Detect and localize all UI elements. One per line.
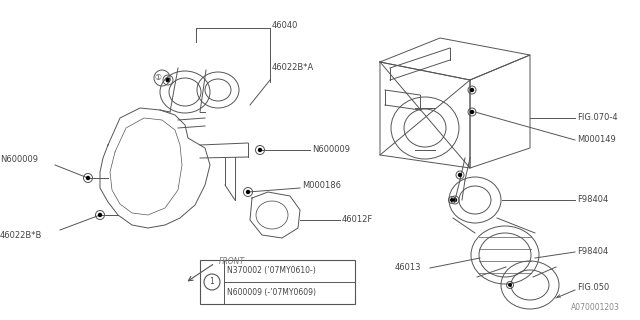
Text: 46022B*A: 46022B*A xyxy=(272,63,314,73)
Circle shape xyxy=(451,199,453,201)
Text: 1: 1 xyxy=(210,277,214,286)
Circle shape xyxy=(86,177,90,180)
Text: 46012F: 46012F xyxy=(342,215,373,225)
Text: N600009: N600009 xyxy=(312,146,350,155)
Bar xyxy=(200,260,355,304)
Text: N600009 (-’07MY0609): N600009 (-’07MY0609) xyxy=(227,289,316,298)
Text: M000149: M000149 xyxy=(577,135,616,145)
Text: ①: ① xyxy=(155,74,161,83)
Text: N600009: N600009 xyxy=(0,156,38,164)
Circle shape xyxy=(458,173,461,177)
Circle shape xyxy=(470,110,474,114)
Text: FIG.050: FIG.050 xyxy=(577,284,609,292)
Circle shape xyxy=(166,78,170,82)
Text: 46040: 46040 xyxy=(272,21,298,30)
Text: F98404: F98404 xyxy=(577,196,608,204)
Text: 46013: 46013 xyxy=(395,263,422,273)
Text: 46022B*B: 46022B*B xyxy=(0,230,42,239)
Circle shape xyxy=(259,148,262,151)
Text: N370002 (’07MY0610-): N370002 (’07MY0610-) xyxy=(227,267,316,276)
Circle shape xyxy=(509,284,511,286)
Text: FIG.070-4: FIG.070-4 xyxy=(577,114,618,123)
Text: FRONT: FRONT xyxy=(219,258,245,267)
Circle shape xyxy=(470,89,474,92)
Text: F98404: F98404 xyxy=(577,247,608,257)
Text: M000186: M000186 xyxy=(302,181,341,190)
Circle shape xyxy=(246,190,250,194)
Text: A070001203: A070001203 xyxy=(571,303,620,312)
Circle shape xyxy=(454,198,456,202)
Circle shape xyxy=(99,213,102,217)
